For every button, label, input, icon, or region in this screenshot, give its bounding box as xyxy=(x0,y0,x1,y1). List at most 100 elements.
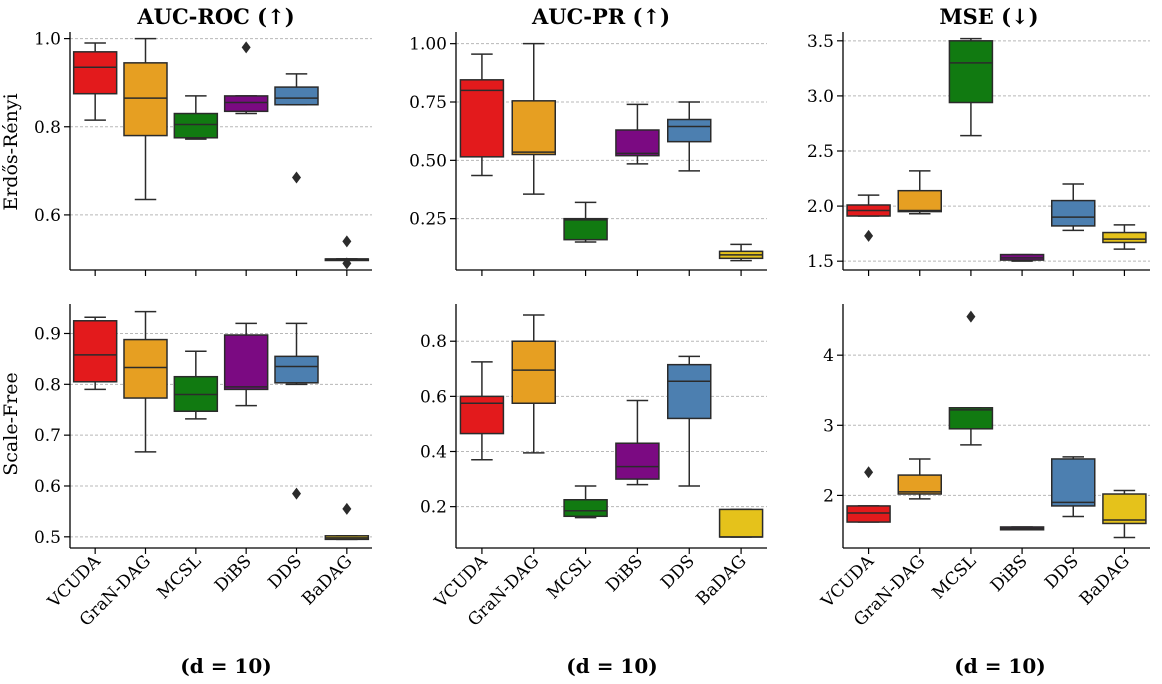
column-title-mse: MSE (↓) xyxy=(939,4,1038,29)
box-mcsl xyxy=(173,350,219,420)
x-caption-col-2: (d = 10) xyxy=(566,654,657,678)
y-tick-label: 0.50 xyxy=(409,151,447,171)
panel-mse-erdos-renyi: 1.5 2.0 2.5 3.0 3.5 xyxy=(807,32,1150,276)
y-tick-label: 0.2 xyxy=(420,498,447,518)
box-badag xyxy=(324,502,370,541)
box-vcuda xyxy=(846,194,891,242)
row-label-scale-free: Scale-Free xyxy=(0,372,22,475)
outlier-marker xyxy=(241,41,251,54)
y-tick-label: 0.75 xyxy=(409,93,447,113)
y-tick-label: 0.9 xyxy=(34,324,61,344)
box-dibs xyxy=(615,103,660,165)
box-body xyxy=(897,474,942,495)
box-body xyxy=(274,86,319,106)
box-body xyxy=(948,407,994,430)
y-tick-label: 0.6 xyxy=(420,387,447,407)
y-tick-label: 2 xyxy=(823,486,834,506)
box-mcsl xyxy=(563,201,608,243)
box-vcuda xyxy=(459,361,505,461)
box-badag xyxy=(718,508,764,538)
box-dibs xyxy=(999,253,1045,262)
panel-auc-pr-erdos-renyi: 0.25 0.50 0.75 1.00 xyxy=(409,32,767,276)
x-tick-label-mcsl: MCSL xyxy=(929,551,981,603)
box-badag xyxy=(1102,489,1147,539)
box-body xyxy=(846,505,891,523)
box-body xyxy=(511,340,556,405)
box-dds xyxy=(1051,456,1096,518)
y-tick-label: 2.0 xyxy=(807,197,834,217)
box-body xyxy=(615,129,660,157)
box-dds xyxy=(1051,183,1096,232)
box-dds xyxy=(274,322,319,500)
x-tick-label-badag: BaDAG xyxy=(1076,551,1134,609)
box-mcsl xyxy=(173,95,219,140)
box-gran-dag xyxy=(123,37,168,201)
box-dibs xyxy=(223,41,269,115)
box-body xyxy=(1051,458,1096,507)
box-gran-dag xyxy=(511,42,556,195)
box-body xyxy=(123,62,168,137)
box-body xyxy=(667,363,712,420)
box-badag xyxy=(1102,224,1147,250)
column-title-auc-pr: AUC-PR (↑) xyxy=(531,4,670,29)
box-gran-dag xyxy=(897,170,942,215)
outlier-marker xyxy=(864,229,874,242)
box-mcsl xyxy=(563,485,608,519)
outlier-marker xyxy=(292,171,301,184)
box-body xyxy=(511,100,556,156)
y-tick-label: 3.0 xyxy=(807,87,834,107)
box-body xyxy=(223,334,269,391)
box-body xyxy=(72,320,118,383)
box-gran-dag xyxy=(123,310,168,453)
box-body xyxy=(459,395,505,435)
y-tick-label: 0.8 xyxy=(34,118,61,138)
x-tick-label-badag: BaDAG xyxy=(298,551,356,609)
box-body xyxy=(1102,231,1147,244)
x-tick-label-dibs: DiBS xyxy=(987,551,1032,596)
outlier-marker xyxy=(342,235,352,248)
box-vcuda xyxy=(459,53,505,177)
box-body xyxy=(563,217,608,241)
box-badag xyxy=(718,243,764,262)
outlier-marker xyxy=(342,257,352,270)
y-tick-label: 1.00 xyxy=(409,35,447,55)
box-vcuda xyxy=(846,466,891,523)
box-dibs xyxy=(223,322,269,407)
outlier-marker xyxy=(966,310,976,323)
box-body xyxy=(72,51,118,95)
box-body xyxy=(948,40,994,104)
box-gran-dag xyxy=(897,458,942,500)
x-tick-label-dds: DDS xyxy=(657,551,699,593)
box-mcsl xyxy=(948,310,994,446)
x-tick-label-dibs: DiBS xyxy=(602,551,647,596)
x-tick-label-badag: BaDAG xyxy=(693,551,751,609)
box-gran-dag xyxy=(511,314,556,454)
box-dds xyxy=(274,73,319,184)
box-body xyxy=(173,112,219,139)
x-caption-col-1: (d = 10) xyxy=(180,654,271,678)
box-dds xyxy=(667,101,712,172)
box-body xyxy=(1051,199,1096,227)
x-tick-label-dibs: DiBS xyxy=(211,551,256,596)
x-tick-label-dds: DDS xyxy=(264,551,306,593)
y-tick-label: 4 xyxy=(823,346,834,366)
y-tick-label: 1.0 xyxy=(34,30,61,50)
box-dibs xyxy=(615,399,660,486)
box-body xyxy=(223,95,269,113)
outlier-marker xyxy=(342,502,352,515)
y-tick-label: 0.8 xyxy=(34,375,61,395)
y-tick-label: 2.5 xyxy=(807,142,834,162)
x-tick-label-dds: DDS xyxy=(1041,551,1083,593)
box-body xyxy=(718,508,764,538)
y-tick-label: 1.5 xyxy=(807,252,834,272)
x-tick-label-mcsl: MCSL xyxy=(543,551,595,603)
box-body xyxy=(667,118,712,143)
y-tick-label: 0.5 xyxy=(34,528,61,548)
y-tick-label: 3.5 xyxy=(807,32,834,52)
box-vcuda xyxy=(72,316,118,391)
box-body xyxy=(563,499,608,518)
y-tick-label: 0.4 xyxy=(420,443,447,463)
